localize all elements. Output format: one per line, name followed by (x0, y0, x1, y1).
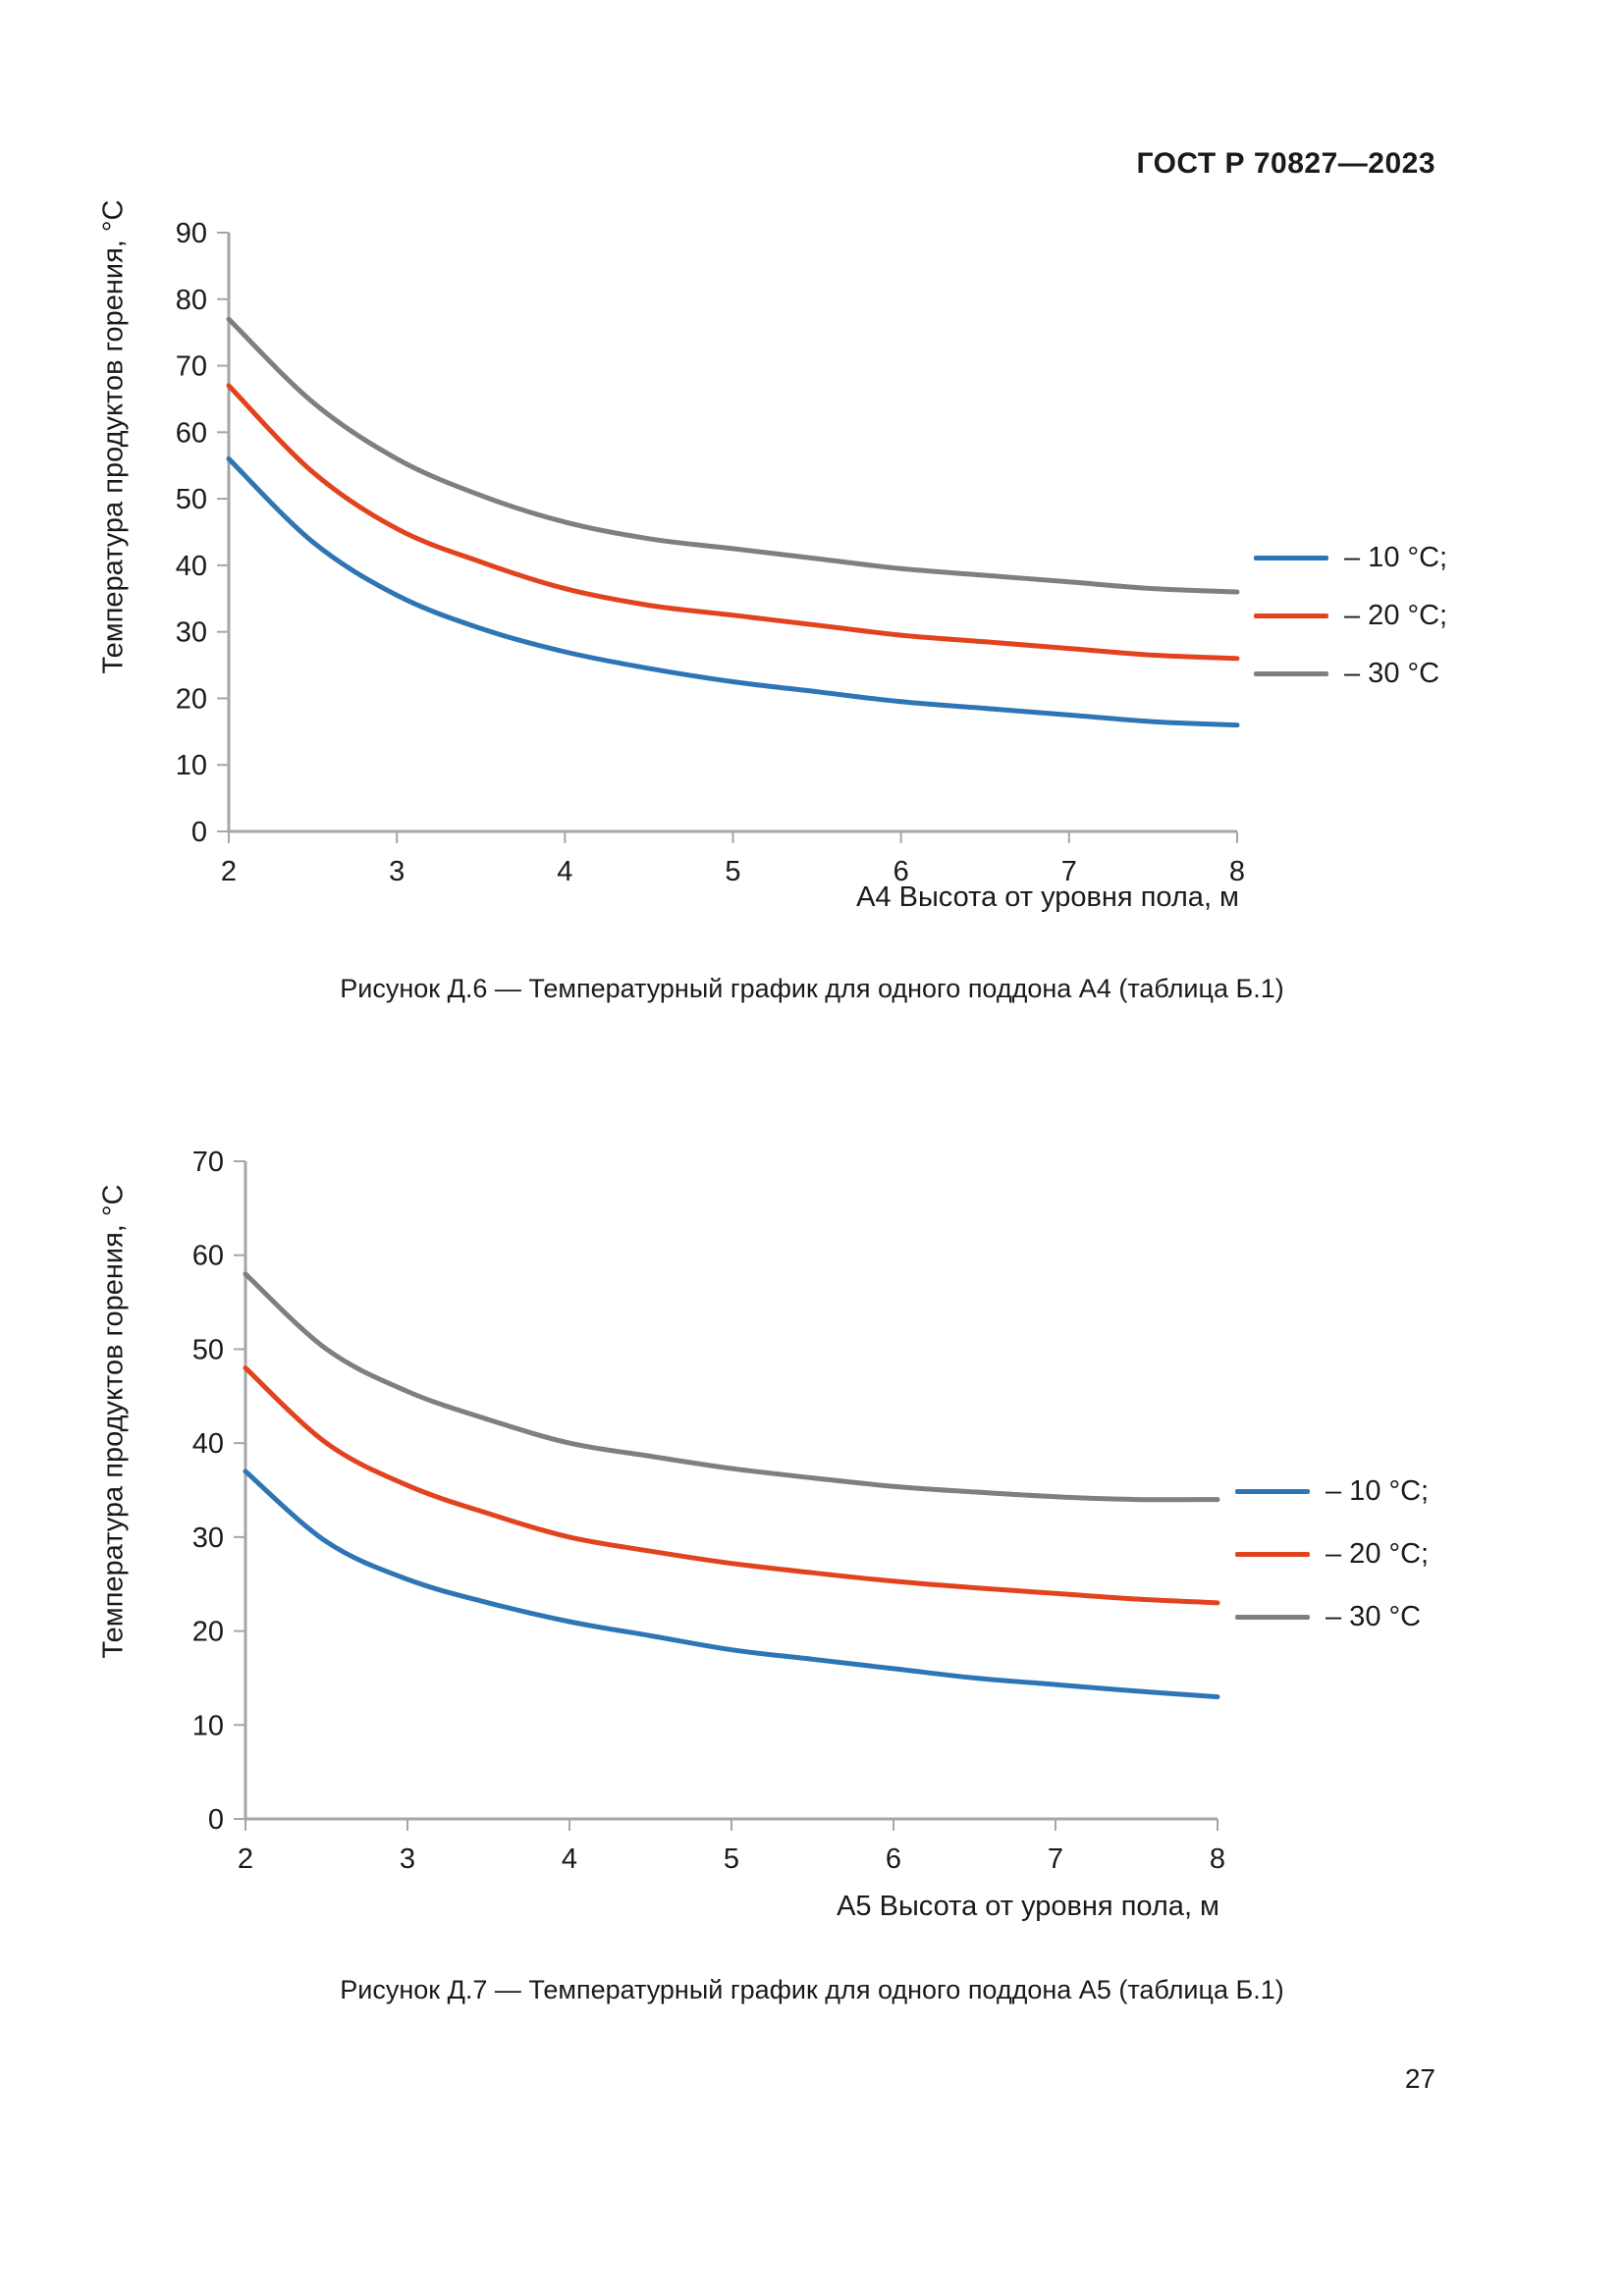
legend-item: – 20 °С; (1235, 1534, 1429, 1574)
figure-d7-x-axis-label: А5 Высота от уровня пола, м (837, 1891, 1219, 1922)
x-tick-label: 4 (557, 856, 572, 887)
y-tick-label: 10 (192, 1710, 224, 1741)
series-line-1 (226, 383, 1240, 662)
y-tick-label: 70 (176, 351, 207, 383)
y-tick-label: 90 (176, 218, 207, 249)
x-tick-label: 8 (1210, 1843, 1225, 1875)
series-line-1 (243, 1365, 1220, 1606)
legend-line-swatch (1254, 670, 1328, 676)
legend-item: – 30 °С (1254, 654, 1447, 693)
legend-item: – 30 °С (1235, 1597, 1429, 1636)
x-tick-label: 7 (1048, 1843, 1063, 1875)
legend-line-swatch (1235, 1488, 1310, 1494)
legend-label: – 10 °С; (1326, 1474, 1430, 1507)
x-tick-label: 3 (389, 856, 405, 887)
y-tick-label: 0 (208, 1804, 224, 1836)
series-line-2 (226, 316, 1240, 595)
legend-line-swatch (1235, 1551, 1310, 1557)
y-tick-label: 70 (192, 1147, 224, 1178)
y-tick-label: 60 (192, 1241, 224, 1272)
legend-label: – 20 °С; (1344, 599, 1448, 631)
legend-label: – 30 °С (1326, 1600, 1422, 1632)
series-line-2 (243, 1271, 1220, 1503)
x-tick-label: 4 (562, 1843, 577, 1875)
y-tick-label: 40 (176, 551, 207, 582)
page-number: 27 (1404, 2063, 1435, 2094)
y-tick-label: 30 (176, 617, 207, 649)
figure-d6-legend: – 10 °С; – 20 °С; – 30 °С (1254, 538, 1447, 693)
x-tick-label: 3 (400, 1843, 415, 1875)
figure-d7-legend: – 10 °С; – 20 °С; – 30 °С (1235, 1471, 1429, 1636)
y-tick-label: 30 (192, 1522, 224, 1554)
legend-label: – 20 °С; (1326, 1537, 1430, 1570)
legend-item: – 10 °С; (1254, 538, 1447, 577)
figure-d7-caption: Рисунок Д.7 — Температурный график для о… (340, 1975, 1284, 2004)
y-tick-label: 20 (176, 683, 207, 715)
y-tick-label: 50 (176, 484, 207, 515)
series-line-0 (226, 455, 1240, 728)
y-tick-label: 40 (192, 1428, 224, 1460)
x-tick-label: 2 (221, 856, 237, 887)
legend-item: – 10 °С; (1235, 1471, 1429, 1511)
figure-d6-x-axis-label: А4 Высота от уровня пола, м (856, 881, 1239, 913)
x-tick-label: 6 (886, 1843, 901, 1875)
y-tick-label: 20 (192, 1617, 224, 1648)
series-line-0 (243, 1468, 1220, 1700)
legend-line-swatch (1254, 613, 1328, 618)
y-tick-label: 50 (192, 1334, 224, 1365)
x-tick-label: 5 (725, 856, 740, 887)
y-tick-label: 80 (176, 285, 207, 316)
x-tick-label: 2 (238, 1843, 253, 1875)
legend-item: – 20 °С; (1254, 596, 1447, 635)
figure-d6-y-axis-label: Температура продуктов горения, °С (97, 199, 130, 674)
document-header: ГОСТ Р 70827—2023 (1136, 147, 1435, 180)
figure-d7-y-axis-label: Температура продуктов горения, °С (97, 1184, 130, 1659)
legend-label: – 30 °С (1344, 657, 1440, 689)
y-tick-label: 60 (176, 417, 207, 449)
figure-d6-caption: Рисунок Д.6 — Температурный график для о… (340, 974, 1284, 1003)
y-tick-label: 0 (191, 817, 207, 848)
legend-line-swatch (1254, 555, 1328, 561)
y-tick-label: 10 (176, 750, 207, 781)
legend-line-swatch (1235, 1614, 1310, 1620)
legend-label: – 10 °С; (1344, 541, 1448, 573)
x-tick-label: 5 (724, 1843, 739, 1875)
